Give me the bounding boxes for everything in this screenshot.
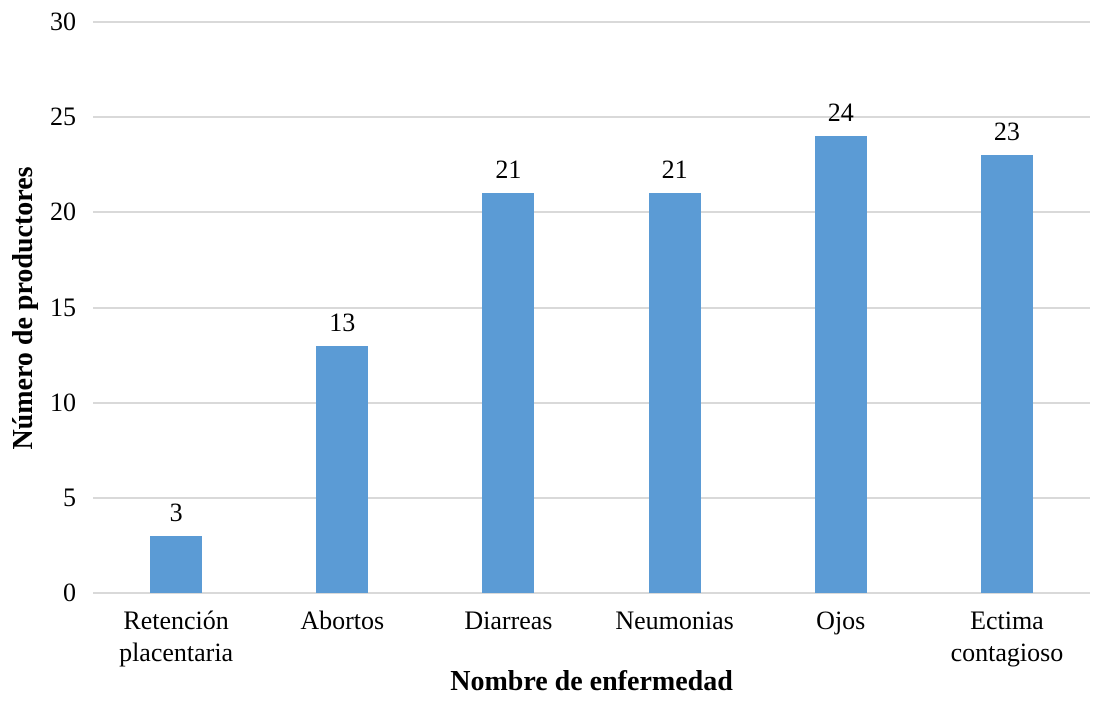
y-axis-ticks: 0 5 10 15 20 25 30 [0,9,76,606]
bar [980,155,1033,593]
y-tick-label: 15 [50,292,76,322]
bar-slot: 24 [758,22,924,593]
y-tick-label: 5 [63,482,76,512]
bar [482,193,535,593]
bar [316,345,369,593]
category-label: Neumonias [615,606,734,635]
bar-value-label: 3 [169,497,183,527]
category-label: Ojos [816,606,866,635]
bar-value-label: 13 [329,307,356,337]
gridline [93,496,1090,499]
gridline [93,401,1090,404]
gridline [93,592,1090,594]
bar-slot: 13 [259,22,425,593]
y-tick-label: 10 [50,387,76,417]
plot-area: 3 13 21 21 24 23 [93,21,1090,594]
bar-value-label: 23 [993,117,1020,147]
bar [648,193,701,593]
bar-slot: 23 [924,22,1090,593]
y-tick-label: 25 [50,102,76,132]
bar-slot: 3 [93,22,259,593]
y-tick-label: 20 [50,197,76,227]
category-label: Diarreas [464,606,553,635]
gridline [93,21,1090,23]
y-tick-label: 0 [63,578,76,607]
gridline [93,306,1090,309]
category-label: Retención placentaria [119,606,234,667]
y-tick-label: 30 [50,7,76,36]
bar-slot: 21 [425,22,591,593]
bar-value-label: 21 [495,155,522,185]
bar [150,535,203,593]
category-label: Ectima contagioso [950,606,1064,667]
bar-slot: 21 [592,22,758,593]
bar-value-label: 21 [661,155,688,185]
bar-value-label: 24 [827,98,854,128]
category-label: Abortos [300,606,385,635]
gridline [93,116,1090,119]
gridline [93,211,1090,214]
bar [814,136,867,593]
x-axis-title: Nombre de enfermedad [450,666,733,697]
x-axis-categories: Retención placentaria Abortos Diarreas Neum… [93,605,1090,671]
